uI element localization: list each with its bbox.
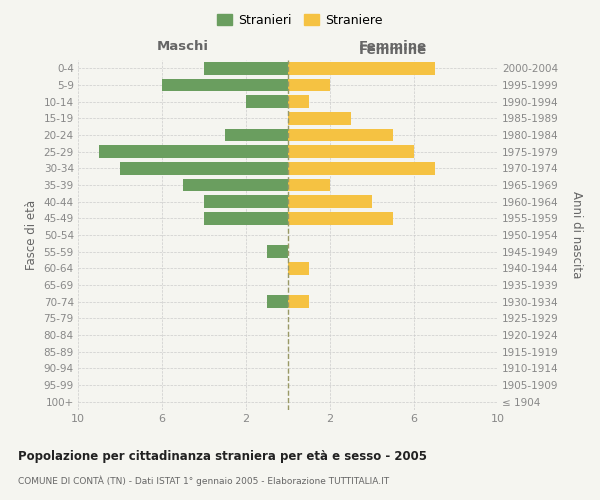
Bar: [288, 262, 309, 274]
Text: COMUNE DI CONTÀ (TN) - Dati ISTAT 1° gennaio 2005 - Elaborazione TUTTITALIA.IT: COMUNE DI CONTÀ (TN) - Dati ISTAT 1° gen…: [18, 475, 389, 486]
Bar: [288, 79, 330, 92]
Bar: [288, 146, 414, 158]
Bar: [204, 212, 288, 224]
Bar: [288, 296, 309, 308]
Bar: [183, 179, 288, 192]
Text: Femmine: Femmine: [359, 44, 427, 57]
Legend: Stranieri, Straniere: Stranieri, Straniere: [212, 8, 388, 32]
Text: Maschi: Maschi: [157, 40, 209, 52]
Text: Popolazione per cittadinanza straniera per età e sesso - 2005: Popolazione per cittadinanza straniera p…: [18, 450, 427, 463]
Bar: [204, 62, 288, 74]
Bar: [288, 96, 309, 108]
Y-axis label: Anni di nascita: Anni di nascita: [570, 192, 583, 278]
Bar: [204, 196, 288, 208]
Bar: [288, 179, 330, 192]
Bar: [288, 129, 393, 141]
Bar: [246, 96, 288, 108]
Bar: [288, 162, 435, 174]
Bar: [288, 112, 351, 124]
Bar: [225, 129, 288, 141]
Text: Femmine: Femmine: [359, 40, 427, 52]
Bar: [162, 79, 288, 92]
Bar: [267, 296, 288, 308]
Bar: [99, 146, 288, 158]
Bar: [288, 196, 372, 208]
Y-axis label: Fasce di età: Fasce di età: [25, 200, 38, 270]
Bar: [288, 212, 393, 224]
Bar: [267, 246, 288, 258]
Bar: [120, 162, 288, 174]
Bar: [288, 62, 435, 74]
